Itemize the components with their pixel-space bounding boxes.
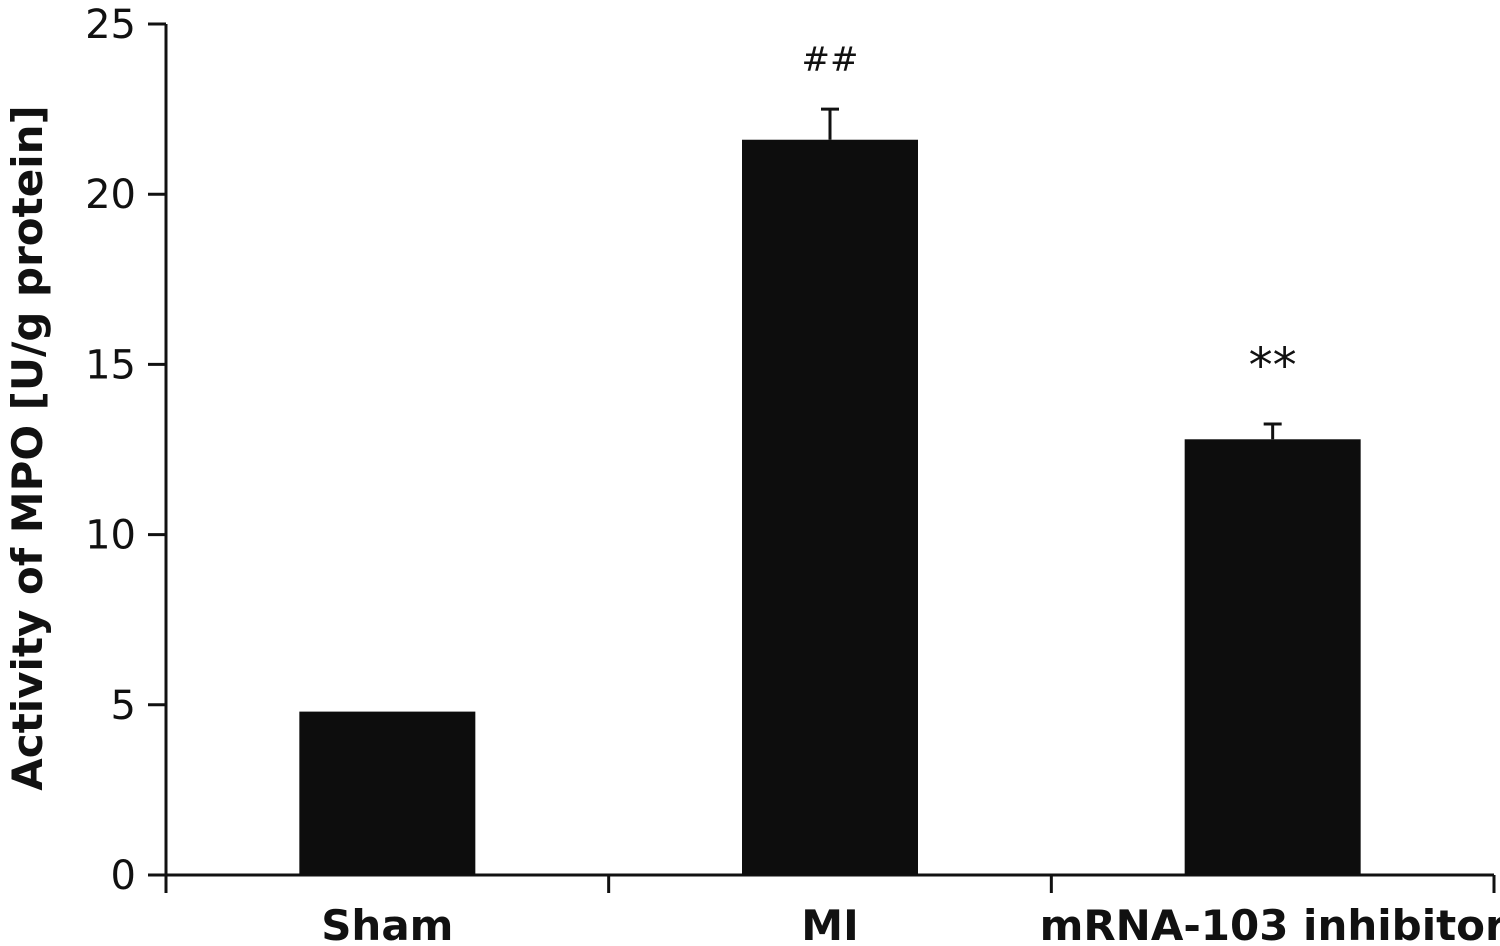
x-tick-label-1: MI <box>801 901 858 946</box>
y-tick-label: 20 <box>85 172 136 218</box>
y-tick-label: 10 <box>85 513 136 559</box>
x-tick-label-0: Sham <box>321 901 453 946</box>
bar-0 <box>299 711 476 875</box>
bar-1 <box>742 139 918 876</box>
y-tick-label: 15 <box>85 342 136 388</box>
x-tick-label-2: mRNA-103 inhibitor <box>1040 901 1500 946</box>
y-tick-label: 25 <box>85 2 136 48</box>
significance-annotation-1: ## <box>802 40 859 80</box>
bars-group <box>299 107 1361 876</box>
y-tick-label: 0 <box>111 853 136 899</box>
y-axis-label: Activity of MPO [U/g protein] <box>3 105 52 790</box>
y-tick-label: 5 <box>111 683 136 729</box>
bar-2 <box>1184 439 1361 875</box>
significance-annotation-2: ** <box>1249 338 1297 394</box>
labels-group: 0 5 10 15 20 25 Sham ## MI ** mRNA-103 inhibitor <box>85 2 1500 946</box>
